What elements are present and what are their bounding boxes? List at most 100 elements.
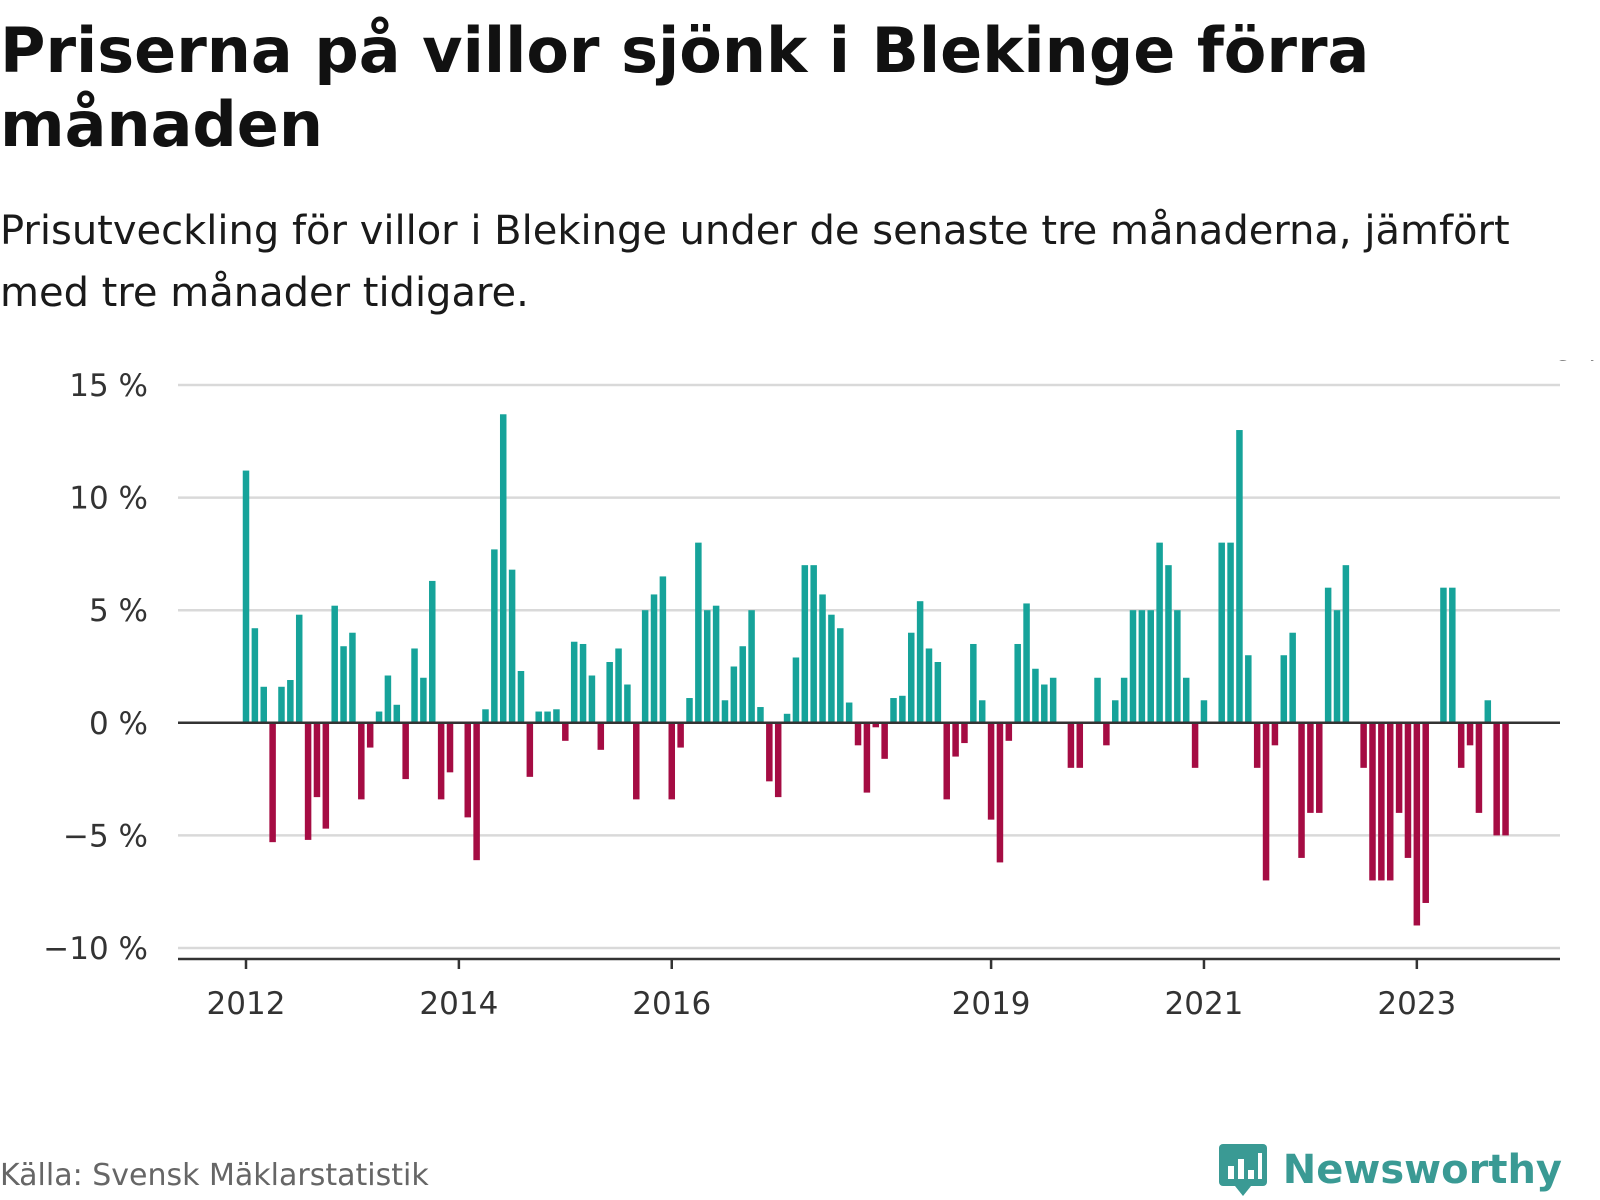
bar (278, 686, 285, 723)
bar (668, 722, 676, 800)
bar (1023, 603, 1030, 723)
bar (1502, 722, 1509, 836)
y-tick-label: −10 % (43, 931, 148, 967)
bar (686, 698, 693, 723)
bar (1253, 722, 1261, 768)
bar (304, 722, 312, 840)
newsworthy-logo-icon (1218, 1144, 1267, 1196)
bar (987, 722, 995, 820)
bar (774, 722, 782, 798)
bar (384, 675, 392, 723)
bar (1182, 677, 1190, 723)
bar (287, 680, 294, 723)
bar (1094, 677, 1101, 723)
bar (1262, 722, 1270, 881)
bar (712, 605, 720, 723)
bar (464, 722, 471, 818)
bar (313, 722, 321, 798)
bar (606, 662, 613, 723)
bar (588, 675, 596, 723)
bar (508, 569, 516, 723)
bar (970, 643, 977, 723)
bar (1289, 632, 1296, 723)
bar (819, 594, 826, 723)
bar (1280, 655, 1288, 723)
bar (845, 702, 853, 723)
bar (925, 648, 933, 723)
bar (1413, 722, 1421, 926)
bar (579, 643, 587, 723)
bar (1422, 722, 1429, 903)
bar (429, 580, 436, 723)
bar-chart: 15 % 10 % 5 % 0 % −5 % −10 % 2012 2014 2016 2019… (43, 360, 1600, 1020)
bar (251, 628, 259, 723)
bar (366, 722, 374, 748)
bar (783, 713, 791, 723)
bar (1386, 722, 1394, 881)
bar (393, 704, 401, 723)
bar (650, 594, 658, 723)
bar (695, 542, 702, 723)
bar (269, 722, 276, 843)
bar (1147, 610, 1154, 723)
bar (766, 722, 773, 782)
bar (1324, 587, 1332, 723)
bar (890, 698, 897, 723)
bar (916, 601, 924, 723)
bar (1191, 722, 1199, 768)
x-axis-ticks: 2012 2014 2016 2019 2021 2023 (207, 959, 1456, 1020)
bar (1333, 610, 1341, 723)
bar (1493, 722, 1500, 836)
bar (1466, 722, 1474, 746)
bar (996, 722, 1004, 863)
bar (1440, 587, 1447, 723)
bar (828, 614, 835, 723)
y-tick-label: 10 % (69, 481, 148, 517)
bar (420, 677, 427, 723)
bar (331, 605, 338, 723)
bar (340, 646, 347, 723)
bar (703, 610, 711, 723)
bar (1041, 684, 1048, 723)
bar (934, 662, 942, 723)
bar (260, 686, 267, 723)
bar (641, 610, 649, 723)
bar (1316, 722, 1323, 813)
bar (517, 671, 525, 723)
bar (295, 614, 303, 723)
bar (1378, 722, 1385, 881)
bar (1067, 722, 1075, 768)
last-value-annotation: −5 % (1529, 360, 1600, 368)
bar (1138, 610, 1146, 723)
bar (1457, 722, 1465, 768)
bar (1165, 565, 1172, 723)
bar (659, 576, 667, 723)
brand-logo[interactable]: Newsworthy (1217, 1142, 1562, 1198)
bar (1360, 722, 1367, 768)
bar (562, 722, 569, 741)
bar (837, 628, 844, 723)
chart-title: Priserna på villor sjönk i Blekinge förr… (0, 14, 1370, 161)
bar (482, 709, 489, 723)
bar (242, 470, 250, 723)
bar (491, 549, 498, 723)
bar (1200, 700, 1208, 723)
bar (952, 722, 959, 757)
bar (526, 722, 534, 777)
x-tick-label: 2021 (1165, 986, 1244, 1020)
bar (624, 684, 631, 723)
bar (961, 722, 968, 744)
source-note: Källa: Svensk Mäklarstatistik (0, 1158, 429, 1193)
bar (748, 610, 755, 723)
bar (349, 632, 356, 723)
bar (615, 648, 622, 723)
bar (473, 722, 480, 861)
bar (1112, 700, 1119, 723)
x-tick-label: 2023 (1377, 986, 1456, 1020)
bar (943, 722, 950, 800)
bar (1298, 722, 1305, 858)
bar (1218, 542, 1225, 723)
y-tick-label: 15 % (69, 368, 148, 404)
bar (854, 722, 862, 746)
bar (739, 646, 746, 723)
